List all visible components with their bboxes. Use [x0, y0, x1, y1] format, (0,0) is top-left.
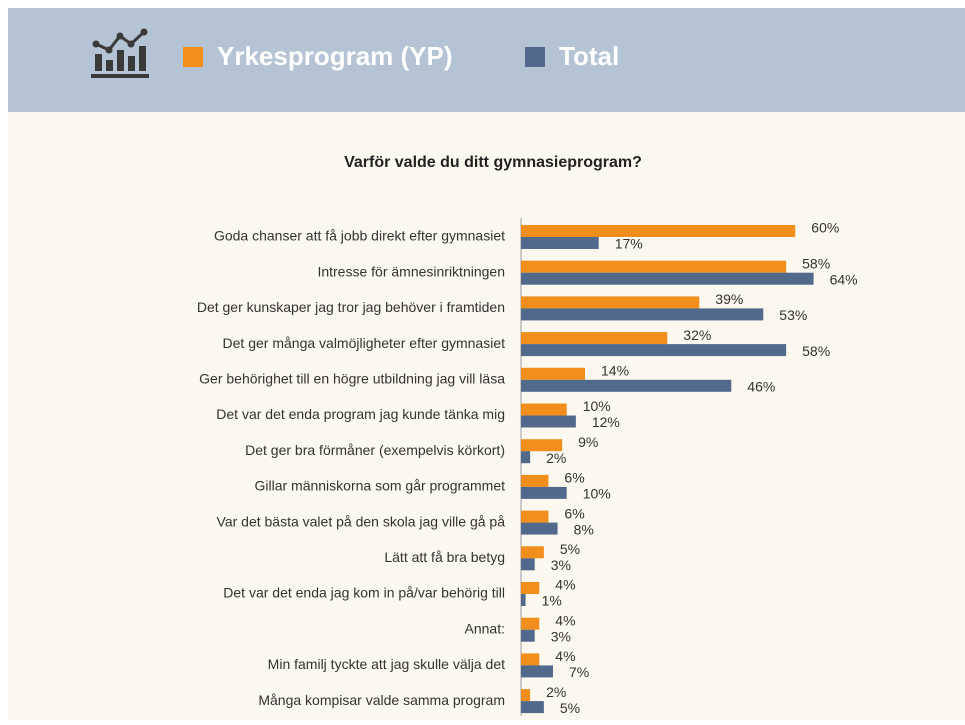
- value-label: 3%: [551, 628, 571, 644]
- bar: [521, 237, 599, 249]
- bar: [521, 332, 668, 345]
- value-label: 3%: [551, 557, 571, 573]
- y-tick-label: Gillar människorna som går programmet: [254, 478, 505, 494]
- value-label: 60%: [811, 220, 839, 236]
- bar: [521, 451, 531, 464]
- bar: [521, 415, 576, 428]
- bar: [521, 522, 558, 535]
- y-tick-label: Det var det enda program jag kunde tänka…: [216, 406, 505, 422]
- value-label: 32%: [683, 327, 711, 343]
- bar: [521, 272, 814, 285]
- bar: [521, 379, 732, 392]
- y-tick-label: Det var det enda jag kom in på/var behör…: [223, 585, 505, 601]
- bar: [521, 629, 535, 642]
- value-label: 2%: [546, 684, 566, 700]
- value-label: 10%: [583, 486, 611, 502]
- value-label: 58%: [802, 255, 830, 271]
- value-label: 4%: [555, 648, 575, 664]
- value-label: 7%: [569, 664, 589, 680]
- y-tick-label: Det ger bra förmåner (exempelvis körkort…: [245, 442, 505, 458]
- value-label: 12%: [592, 414, 620, 430]
- y-tick-label: Min familj tyckte att jag skulle välja d…: [268, 656, 505, 672]
- bar: [521, 510, 549, 523]
- bar: [521, 439, 563, 452]
- bar: [521, 308, 764, 321]
- y-tick-label: Intresse för ämnesinriktningen: [317, 263, 505, 279]
- value-label: 5%: [560, 541, 580, 557]
- bar: [521, 689, 531, 702]
- value-label: 6%: [564, 470, 584, 486]
- bar: [521, 558, 535, 571]
- bar: [521, 260, 787, 273]
- bar: [521, 403, 567, 416]
- bar: [521, 474, 549, 487]
- y-tick-label: Var det bästa valet på den skola jag vil…: [217, 513, 506, 529]
- value-label: 4%: [555, 612, 575, 628]
- value-label: 9%: [578, 434, 598, 450]
- value-label: 2%: [546, 450, 566, 466]
- bar: [521, 617, 540, 630]
- y-tick-label: Det ger många valmöjligheter efter gymna…: [223, 335, 506, 351]
- bar: [521, 653, 540, 666]
- y-tick-label: Många kompisar valde samma program: [258, 692, 505, 708]
- value-label: 8%: [574, 521, 594, 537]
- bar: [521, 344, 787, 357]
- value-label: 10%: [583, 398, 611, 414]
- value-label: 39%: [715, 291, 743, 307]
- y-tick-label: Annat:: [465, 620, 505, 636]
- header: [8, 8, 965, 112]
- value-label: 14%: [601, 363, 629, 379]
- value-label: 1%: [542, 593, 562, 609]
- value-label: 46%: [747, 379, 775, 395]
- bar: [521, 296, 700, 309]
- bar: [521, 486, 567, 499]
- legend-swatch: [525, 47, 545, 67]
- bar: [521, 582, 540, 594]
- value-label: 5%: [560, 700, 580, 716]
- value-label: 4%: [555, 577, 575, 593]
- y-tick-label: Det ger kunskaper jag tror jag behöver i…: [197, 299, 505, 315]
- bar: [521, 546, 544, 559]
- legend-swatch: [183, 47, 203, 67]
- chart-icon: [91, 28, 149, 78]
- y-tick-label: Lätt att få bra betyg: [384, 549, 505, 565]
- legend-label: Total: [559, 41, 619, 71]
- bar: [521, 701, 544, 714]
- bar: [521, 225, 796, 237]
- legend-label: Yrkesprogram (YP): [217, 41, 453, 71]
- value-label: 17%: [615, 236, 643, 252]
- background: [8, 8, 965, 720]
- bar: [521, 665, 553, 678]
- y-tick-label: Goda chanser att få jobb direkt efter gy…: [214, 228, 505, 244]
- chart-title: Varför valde du ditt gymnasieprogram?: [344, 154, 642, 171]
- value-label: 6%: [564, 505, 584, 521]
- value-label: 64%: [830, 271, 858, 287]
- y-tick-label: Ger behörighet till en högre utbildning …: [199, 371, 505, 387]
- value-label: 58%: [802, 343, 830, 359]
- value-label: 53%: [779, 307, 807, 323]
- bar: [521, 594, 526, 606]
- bar: [521, 367, 585, 380]
